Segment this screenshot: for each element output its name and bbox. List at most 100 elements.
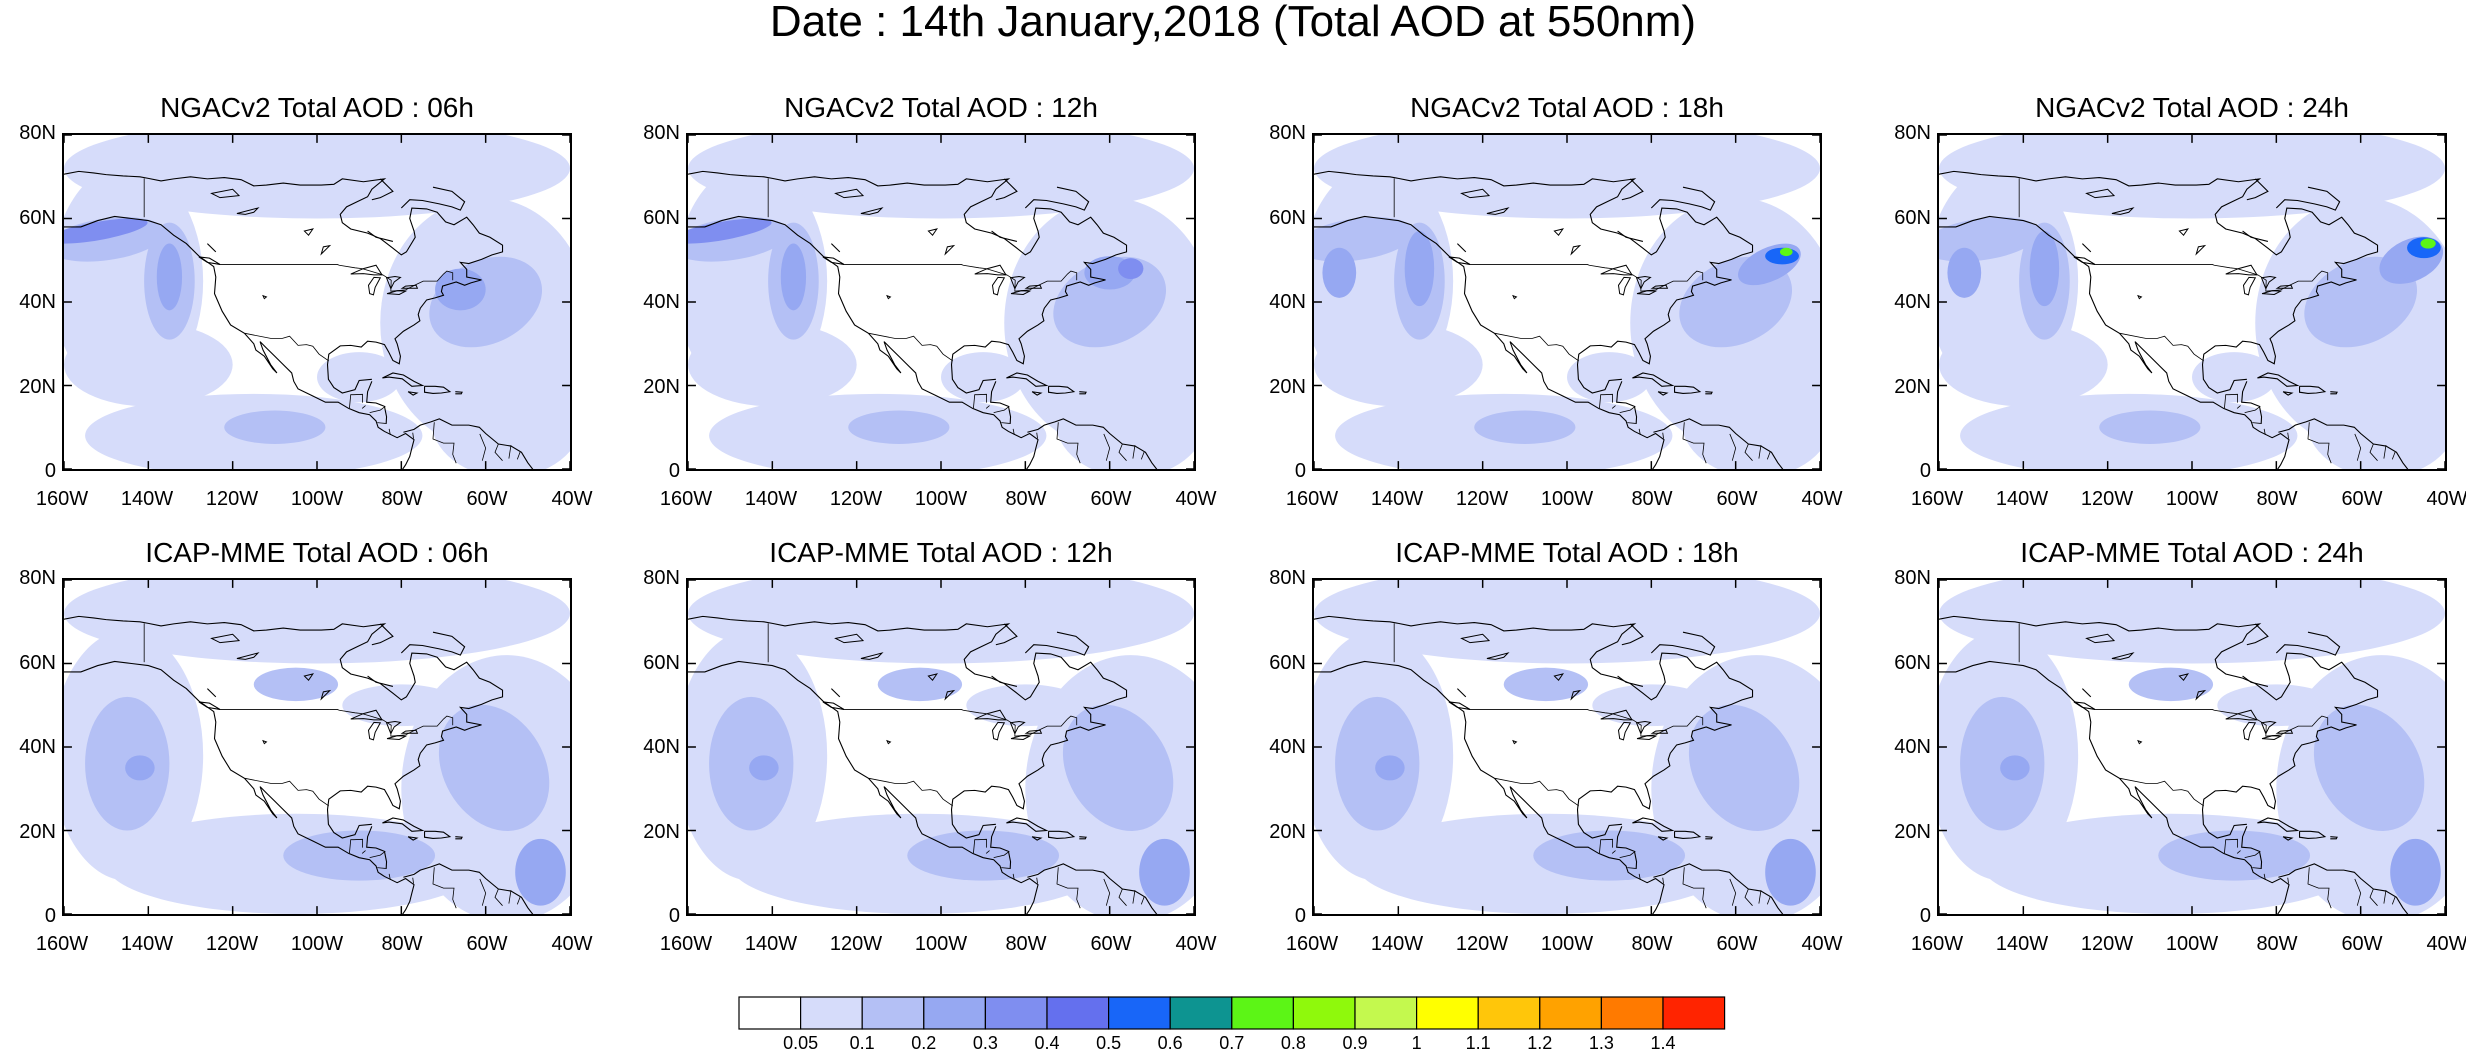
coastline: [1632, 372, 1675, 387]
coastline: [1570, 244, 1582, 256]
coastline: [388, 873, 391, 880]
coastline: [2236, 850, 2241, 854]
aod-field: [688, 322, 857, 407]
aod-field: [1503, 667, 1589, 702]
coastline: [973, 838, 987, 854]
coastline: [400, 729, 419, 734]
lat-tick-label: 60N: [643, 206, 680, 229]
coastline: [1009, 276, 1026, 290]
coastline: [516, 451, 521, 460]
coastline: [1657, 836, 1669, 841]
coastline: [830, 243, 841, 253]
coastline: [320, 244, 332, 256]
coastline: [2275, 631, 2341, 656]
lon-tick-label: 80W: [381, 488, 423, 510]
coastline: [1048, 385, 1076, 394]
coastline: [1009, 721, 1026, 735]
coastline: [2111, 207, 2135, 215]
coastline: [2137, 294, 2143, 300]
coastline: [479, 433, 487, 461]
lat-tick-label: 40N: [1894, 736, 1931, 758]
aod-field: [1314, 135, 1820, 219]
coastline: [927, 228, 938, 236]
colorbar-label: 0.3: [972, 1033, 998, 1053]
coastline: [1012, 873, 1015, 880]
lat-tick-label: 0: [1919, 460, 1931, 482]
coastline: [1627, 422, 1636, 424]
coastline: [868, 332, 954, 362]
lon-tick-label: 80W: [2256, 933, 2298, 955]
aod-map: [686, 578, 1196, 916]
coastline: [407, 391, 419, 396]
coastline: [2282, 836, 2294, 841]
aod-field: [1062, 704, 1174, 831]
lat-tick-label: 60N: [643, 651, 680, 674]
coastline: [424, 385, 452, 394]
coastline: [2137, 739, 2143, 745]
coastline: [1766, 451, 1771, 460]
colorbar-label: 1: [1411, 1033, 1422, 1053]
coastline: [1682, 867, 1707, 909]
aod-map: [1937, 578, 2447, 916]
lat-tick-label: 20N: [643, 375, 680, 398]
aod-field: [1533, 830, 1686, 881]
lon-tick-label: 40W: [1175, 488, 1217, 510]
colorbar-swatch: [1108, 996, 1171, 1030]
lat-tick-label: 20N: [1894, 820, 1931, 843]
coastline: [2252, 422, 2261, 424]
coastline: [1024, 284, 1043, 289]
aod-field: [430, 360, 570, 469]
coastline: [2383, 445, 2387, 459]
aod-field: [1779, 247, 1793, 257]
lon-tick-label: 120W: [205, 488, 259, 510]
aod-field: [1765, 838, 1816, 906]
axis-ticks: [688, 135, 1194, 469]
coastline: [320, 689, 332, 701]
coastline: [1635, 721, 1652, 735]
coastline: [455, 836, 463, 840]
lon-tick-label: 40W: [551, 488, 593, 510]
lat-tick-label: 40N: [1269, 291, 1306, 313]
lat-tick-label: 60N: [19, 651, 56, 674]
lon-tick-label: 60W: [1716, 488, 1758, 510]
colorbar-swatch: [1046, 996, 1110, 1030]
coastline: [1617, 230, 1644, 242]
lon-tick-label: 120W: [1455, 933, 1509, 955]
colorbar-swatch: [1231, 996, 1294, 1030]
aod-field: [1054, 360, 1194, 469]
lon-tick-label: 160W: [35, 488, 89, 510]
lat-tick-label: 80N: [1894, 122, 1931, 144]
coastline: [2252, 867, 2261, 869]
aod-field: [1939, 135, 2445, 219]
lon-tick-label: 40W: [1801, 488, 1843, 510]
coastline: [2085, 188, 2116, 199]
coastline: [1650, 284, 1669, 289]
lon-tick-label: 140W: [1370, 488, 1424, 510]
aod-field: [688, 580, 1194, 664]
coastline: [1036, 877, 1038, 884]
coastline: [2178, 228, 2189, 236]
coastline: [2354, 433, 2362, 461]
colorbar-swatch: [1415, 996, 1479, 1030]
coastline: [432, 867, 457, 909]
coastline: [1650, 186, 1716, 211]
colorbar-swatch: [984, 996, 1048, 1030]
coastline: [2073, 701, 2096, 710]
coastline: [2275, 186, 2341, 211]
lon-tick-label: 140W: [1370, 933, 1424, 955]
axis-ticks: [1939, 135, 2445, 469]
aod-field: [1680, 360, 1820, 469]
coastline: [927, 673, 938, 681]
colorbar-swatches: [738, 996, 1726, 1030]
coastline: [377, 422, 386, 424]
coastline: [1079, 391, 1087, 395]
lat-tick-label: 80N: [643, 567, 680, 589]
lat-tick-label: 80N: [1894, 567, 1931, 589]
lat-tick-label: 60N: [1269, 206, 1306, 229]
coastline: [361, 405, 366, 409]
coastline: [1512, 294, 1518, 300]
lon-tick-label: 100W: [2165, 488, 2219, 510]
coastline: [2178, 673, 2189, 681]
axis-ticks: [1314, 135, 1820, 469]
lon-tick-label: 80W: [2256, 488, 2298, 510]
